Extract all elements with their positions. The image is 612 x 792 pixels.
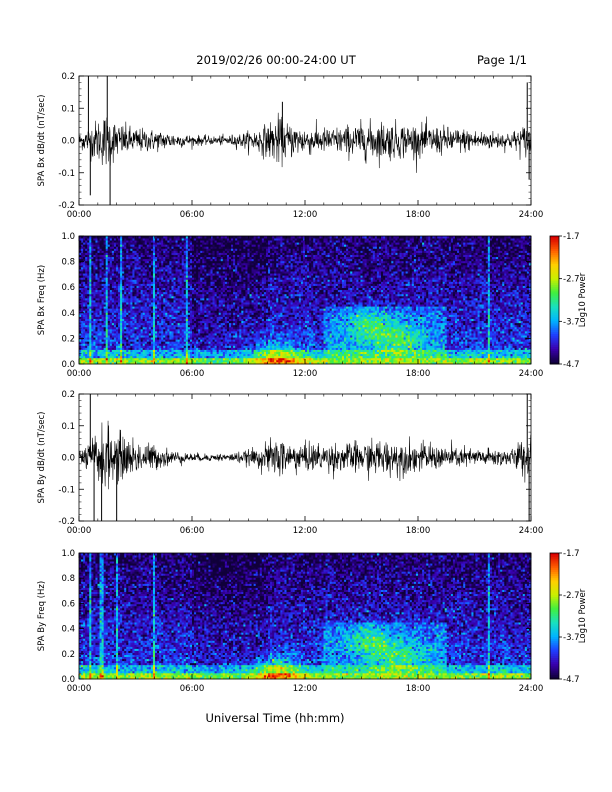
x-tick-label: 00:00 [67,526,92,536]
x-tick-label: 06:00 [180,369,205,379]
y-tick-label: 0.0 [61,137,75,147]
x-tick-label: 12:00 [293,684,318,694]
x-tick-label: 18:00 [406,210,431,220]
y-tick-label: 0.1 [61,422,75,432]
x-tick-label: 12:00 [293,526,318,536]
colorbar-tick-label: -1.7 [563,549,580,559]
y-axis-label: SPA Bx dB/dt (nT/sec) [37,95,47,187]
x-tick-label: 24:00 [519,369,544,379]
colorbar-label: Log10 Power [578,272,588,327]
y-tick-label: 0.2 [61,72,75,82]
x-tick-label: 06:00 [180,210,205,220]
y-tick-label: 0.1 [61,104,75,114]
y-tick-label: 0.0 [61,454,75,464]
y-tick-label: 0.0 [61,675,75,685]
y-tick-label: 0.6 [61,599,75,609]
x-tick-label: 12:00 [293,369,318,379]
y-axis-label: SPA By Freq (Hz) [37,581,47,651]
spectrogram-cells [79,553,531,679]
x-tick-label: 18:00 [406,369,431,379]
y-tick-label: 0.8 [61,574,75,584]
x-tick-label: 00:00 [67,210,92,220]
x-tick-label: 06:00 [180,684,205,694]
trace-line [79,421,531,490]
y-tick-label: 0.2 [61,390,75,400]
x-tick-label: 24:00 [519,210,544,220]
colorbar-tick-label: -1.7 [563,232,580,242]
x-tick-label: 18:00 [406,684,431,694]
y-tick-label: 0.4 [61,625,75,635]
panel-bx-time-series: 00:00 06:00 12:00 18:00 24:00 -0.2 -0.1 0.0 0.1 0… [37,72,543,220]
x-tick-label: 00:00 [67,369,92,379]
x-tick-label: 24:00 [519,684,544,694]
y-tick-label: 1.0 [61,549,75,559]
y-tick-label: -0.2 [58,517,75,527]
figure-title: 2019/02/26 00:00-24:00 UT [196,53,356,67]
colorbar-label: Log10 Power [578,588,588,643]
y-tick-label: 0.6 [61,283,75,293]
y-tick-label: -0.1 [58,169,75,179]
y-tick-label: 0.4 [61,309,75,319]
y-axis-label: SPA By dB/dt (nT/sec) [37,412,47,504]
spectrogram-cells [79,236,531,364]
y-tick-label: 0.0 [61,360,75,370]
panel-by-time-series: 00:00 06:00 12:00 18:00 24:00 -0.2 -0.1 0.0 0.1 0… [37,390,543,536]
y-axis-label: SPA Bx Freq (Hz) [37,265,47,335]
y-tick-label: 0.2 [61,334,75,344]
x-axis-label: Universal Time (hh:mm) [205,711,344,725]
x-tick-label: 06:00 [180,526,205,536]
x-tick-label: 24:00 [519,526,544,536]
y-tick-label: 1.0 [61,232,75,242]
y-tick-label: -0.1 [58,485,75,495]
page-indicator: Page 1/1 [477,53,527,67]
trace-line [79,113,531,173]
y-tick-label: -0.2 [58,201,75,211]
y-tick-label: 0.2 [61,650,75,660]
x-tick-label: 18:00 [406,526,431,536]
colorbar-tick-label: -4.7 [563,360,580,370]
colorbar-tick-label: -4.7 [563,675,580,685]
y-tick-label: 0.8 [61,258,75,268]
x-tick-label: 00:00 [67,684,92,694]
x-tick-label: 12:00 [293,210,318,220]
